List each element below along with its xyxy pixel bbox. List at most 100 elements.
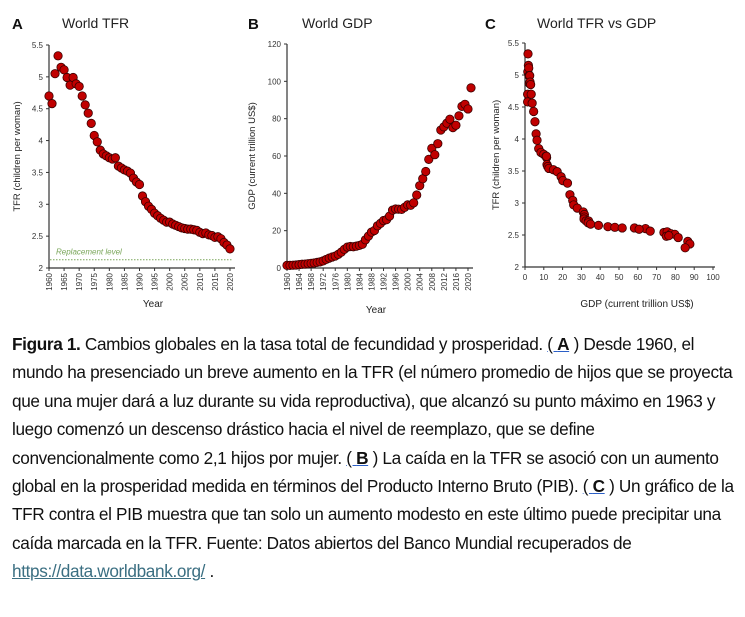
x-tick-label-c: 90 <box>690 273 699 282</box>
y-axis-label-a: TFR (children per woman) <box>12 101 23 211</box>
x-tick-label-c: 10 <box>539 273 548 282</box>
y-tick-label-a: 3.5 <box>32 168 44 177</box>
x-tick-label-a: 1995 <box>151 272 160 290</box>
y-tick-label-c: 2 <box>515 263 520 272</box>
data-point-a <box>92 137 102 147</box>
ref-c-link[interactable]: ( C <box>583 476 605 496</box>
data-point-c <box>673 232 683 243</box>
data-point-c <box>532 135 542 145</box>
data-point-a <box>47 99 57 109</box>
ref-b-open: ( <box>346 447 357 468</box>
x-tick-label-b: 1968 <box>307 272 316 290</box>
data-point-c <box>664 231 674 241</box>
y-tick-label-a: 2 <box>39 264 44 273</box>
x-axis-label-c: GDP (current trillion US$) <box>580 299 693 310</box>
data-point-b <box>424 154 434 164</box>
ref-a-link[interactable]: ( A <box>547 334 569 354</box>
caption-label: Figura 1. <box>12 334 81 354</box>
x-tick-label-a: 2015 <box>211 272 220 290</box>
y-tick-label-c: 2.5 <box>508 231 520 240</box>
ref-b-link[interactable]: ( B <box>346 448 368 468</box>
panel-letter-b: B <box>248 16 259 33</box>
x-tick-label-b: 1972 <box>319 272 328 290</box>
x-tick-label-c: 40 <box>596 273 605 282</box>
x-tick-label-b: 1980 <box>343 272 352 290</box>
data-point-a <box>50 69 60 79</box>
data-point-b <box>421 166 431 177</box>
data-point-a <box>83 108 93 118</box>
x-tick-label-a: 1985 <box>120 272 129 290</box>
x-tick-label-b: 2020 <box>464 272 473 290</box>
ref-a-letter: A <box>557 334 570 354</box>
data-point-c <box>529 106 539 117</box>
y-tick-label-b: 20 <box>272 227 281 236</box>
data-point-b <box>445 114 455 124</box>
y-tick-label-c: 3.5 <box>508 167 520 176</box>
data-point-c <box>524 63 534 73</box>
data-point-c <box>541 151 552 161</box>
charts-svg: A World TFR 2 2.5 3 3.5 4 4.5 5 5.5 1960 1965 1970 19… <box>12 15 720 316</box>
data-point-a <box>86 118 96 128</box>
data-point-c <box>680 243 690 253</box>
data-point-c <box>527 98 537 108</box>
x-tick-label-b: 1984 <box>355 272 364 290</box>
ref-c-letter: C <box>592 476 605 497</box>
data-point-b <box>433 139 443 149</box>
data-point-a <box>53 51 63 61</box>
x-tick-label-b: 2004 <box>416 272 425 290</box>
replacement-level-label: Replacement level <box>56 248 122 257</box>
data-point-c <box>526 80 536 90</box>
y-tick-label-c: 5 <box>515 71 520 80</box>
x-tick-label-b: 1996 <box>392 272 401 290</box>
figure-charts: A World TFR 2 2.5 3 3.5 4 4.5 5 5.5 1960 1965 1970 19… <box>12 15 720 316</box>
x-tick-label-c: 0 <box>523 273 528 282</box>
y-tick-label-b: 0 <box>277 264 282 273</box>
x-tick-label-b: 2000 <box>404 272 413 290</box>
y-axis-label-b: GDP (current trillion US$) <box>247 102 258 210</box>
data-point-c <box>523 49 533 59</box>
data-point-c <box>593 220 604 230</box>
data-point-c <box>586 219 596 229</box>
x-tick-label-b: 1992 <box>380 272 389 290</box>
y-tick-label-b: 80 <box>272 115 281 124</box>
data-point-a <box>74 81 84 92</box>
x-tick-label-c: 80 <box>671 273 680 282</box>
caption-text-2: Desde 1960, el mundo ha presenciado un b… <box>12 334 733 468</box>
data-point-c <box>562 178 573 188</box>
x-tick-label-b: 1964 <box>295 272 304 290</box>
x-axis-label-a: Year <box>143 299 164 310</box>
x-tick-label-a: 1970 <box>75 272 84 290</box>
x-tick-label-a: 1965 <box>60 272 69 290</box>
ref-b-close: ) <box>368 447 379 468</box>
data-point-a <box>44 91 54 101</box>
data-point-a <box>77 91 87 101</box>
data-point-b <box>412 190 422 200</box>
data-point-b <box>454 111 464 121</box>
data-point-b <box>463 104 473 114</box>
x-tick-label-b: 1988 <box>367 272 376 290</box>
x-axis-label-b: Year <box>366 305 387 316</box>
chart-title-a: World TFR <box>62 15 129 31</box>
chart-title-c: World TFR vs GDP <box>537 15 656 31</box>
data-point-b <box>430 150 440 160</box>
panel-letter-c: C <box>485 16 496 33</box>
x-tick-label-a: 1980 <box>105 272 114 290</box>
panel-letter-a: A <box>12 16 23 33</box>
data-point-a <box>134 179 145 190</box>
y-tick-label-a: 3 <box>39 200 44 209</box>
y-tick-label-b: 100 <box>268 77 282 86</box>
y-tick-label-a: 4.5 <box>32 105 44 114</box>
x-tick-label-a: 1990 <box>135 272 144 290</box>
data-point-a <box>225 244 235 254</box>
y-tick-label-c: 3 <box>515 199 520 208</box>
figure-caption: Figura 1. Cambios globales en la tasa to… <box>12 330 737 586</box>
worldbank-link[interactable]: https://data.worldbank.org/ <box>12 561 206 582</box>
chart-title-b: World GDP <box>302 15 373 31</box>
x-tick-label-c: 60 <box>633 273 642 282</box>
x-tick-label-b: 2016 <box>452 272 461 290</box>
x-tick-label-b: 2008 <box>428 272 437 290</box>
x-tick-label-a: 2010 <box>196 272 205 290</box>
data-point-b <box>466 83 476 93</box>
x-tick-label-c: 70 <box>652 273 661 282</box>
x-tick-label-c: 50 <box>615 273 624 282</box>
